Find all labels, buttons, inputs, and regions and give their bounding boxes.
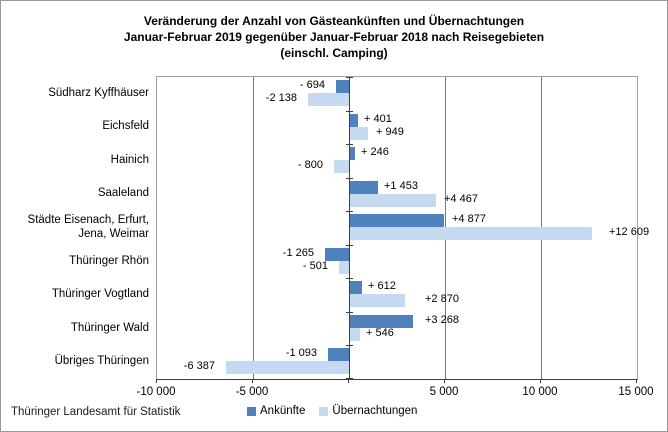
- bar-value-label: +4 877: [452, 213, 486, 225]
- bar-value-label: + 612: [368, 280, 396, 292]
- value-axis-label: -5 000: [235, 386, 269, 398]
- bar-ankuenfte: [350, 181, 378, 194]
- bar-value-label: + 401: [364, 113, 392, 125]
- bar-value-label: -6 387: [183, 360, 215, 372]
- bar-uebernachtungen: [334, 160, 349, 173]
- category-tick: [346, 278, 353, 279]
- bar-uebernachtungen: [339, 261, 349, 274]
- bar-ankuenfte: [350, 315, 413, 328]
- bar-value-label: +3 268: [425, 314, 459, 326]
- bar-value-label: +1 453: [384, 180, 418, 192]
- bar-value-label: + 246: [361, 146, 389, 158]
- bar-ankuenfte: [350, 281, 362, 294]
- legend-label: Übernachtungen: [332, 405, 418, 417]
- category-tick: [346, 378, 353, 379]
- value-axis-tickmark: [636, 379, 637, 383]
- category-tick: [346, 77, 353, 78]
- value-axis-label: -10 000: [136, 386, 176, 398]
- bar-value-label: - 501: [302, 260, 328, 272]
- bar-ankuenfte: [336, 80, 349, 93]
- bar-uebernachtungen: [350, 194, 436, 207]
- chart-title-line3: (einschl. Camping): [280, 46, 388, 60]
- category-tick: [346, 245, 353, 246]
- chart-title: Veränderung der Anzahl von Gästeankünfte…: [1, 13, 667, 61]
- category-tick: [346, 178, 353, 179]
- category-tick: [346, 144, 353, 145]
- bar-ankuenfte: [350, 214, 444, 227]
- legend: Ankünfte Übernachtungen: [247, 405, 417, 417]
- value-axis-tickmark: [156, 379, 157, 383]
- category-label: Übriges Thüringen: [54, 355, 149, 368]
- bar-value-label: -2 138: [265, 92, 297, 104]
- category-tick: [346, 111, 353, 112]
- bar-value-label: +4 467: [444, 193, 478, 205]
- bar-ankuenfte: [350, 114, 358, 127]
- bar-value-label: +12 609: [609, 226, 650, 238]
- bar-uebernachtungen: [350, 127, 368, 140]
- bar-uebernachtungen: [308, 93, 349, 106]
- legend-item-uebernachtungen: Übernachtungen: [319, 405, 417, 417]
- source-text: Thüringer Landesamt für Statistik: [11, 406, 181, 418]
- value-axis-label: 5 000: [429, 386, 459, 398]
- gridline: [253, 77, 254, 379]
- category-axis-line: [349, 77, 350, 379]
- legend-item-ankuenfte: Ankünfte: [247, 405, 305, 417]
- bar-uebernachtungen: [350, 227, 592, 240]
- value-axis-tickmark: [444, 379, 445, 383]
- category-label: Eichsfeld: [102, 120, 149, 133]
- category-tick: [346, 211, 353, 212]
- value-axis-tickmark: [252, 379, 253, 383]
- value-axis-label: 15 000: [618, 386, 654, 398]
- category-tick: [346, 345, 353, 346]
- bar-ankuenfte: [328, 348, 349, 361]
- bar-value-label: - 800: [297, 159, 323, 171]
- category-label: Thüringer Vogtland: [51, 288, 149, 301]
- bar-ankuenfte: [350, 147, 355, 160]
- bar-value-label: -1 093: [285, 347, 317, 359]
- category-tick: [346, 312, 353, 313]
- bar-ankuenfte: [325, 248, 349, 261]
- chart-title-line2: Januar-Februar 2019 gegenüber Januar-Feb…: [123, 30, 545, 44]
- bar-value-label: -1 265: [282, 247, 314, 259]
- category-label: Städte Eisenach, Erfurt, Jena, Weimar: [27, 213, 149, 240]
- bar-uebernachtungen: [226, 361, 349, 374]
- category-label: Saaleland: [97, 187, 149, 200]
- category-label: Thüringer Rhön: [69, 254, 149, 267]
- category-label: Hainich: [110, 153, 149, 166]
- bar-value-label: +2 870: [425, 293, 459, 305]
- category-label: Südharz Kyffhäuser: [48, 86, 149, 99]
- plot-area: [156, 76, 638, 380]
- value-axis-tickmark: [348, 379, 349, 383]
- value-axis-label: 10 000: [522, 386, 558, 398]
- legend-marker-icon: [247, 406, 256, 416]
- legend-label: Ankünfte: [260, 405, 306, 417]
- bar-value-label: + 949: [376, 126, 404, 138]
- bar-value-label: + 546: [366, 327, 394, 339]
- bar-value-label: - 694: [299, 79, 325, 91]
- legend-marker-icon: [319, 406, 329, 416]
- bar-uebernachtungen: [350, 294, 405, 307]
- value-axis-tickmark: [540, 379, 541, 383]
- category-label: Thüringer Wald: [70, 321, 149, 334]
- bar-uebernachtungen: [350, 328, 360, 341]
- chart-title-line1: Veränderung der Anzahl von Gästeankünfte…: [143, 14, 525, 28]
